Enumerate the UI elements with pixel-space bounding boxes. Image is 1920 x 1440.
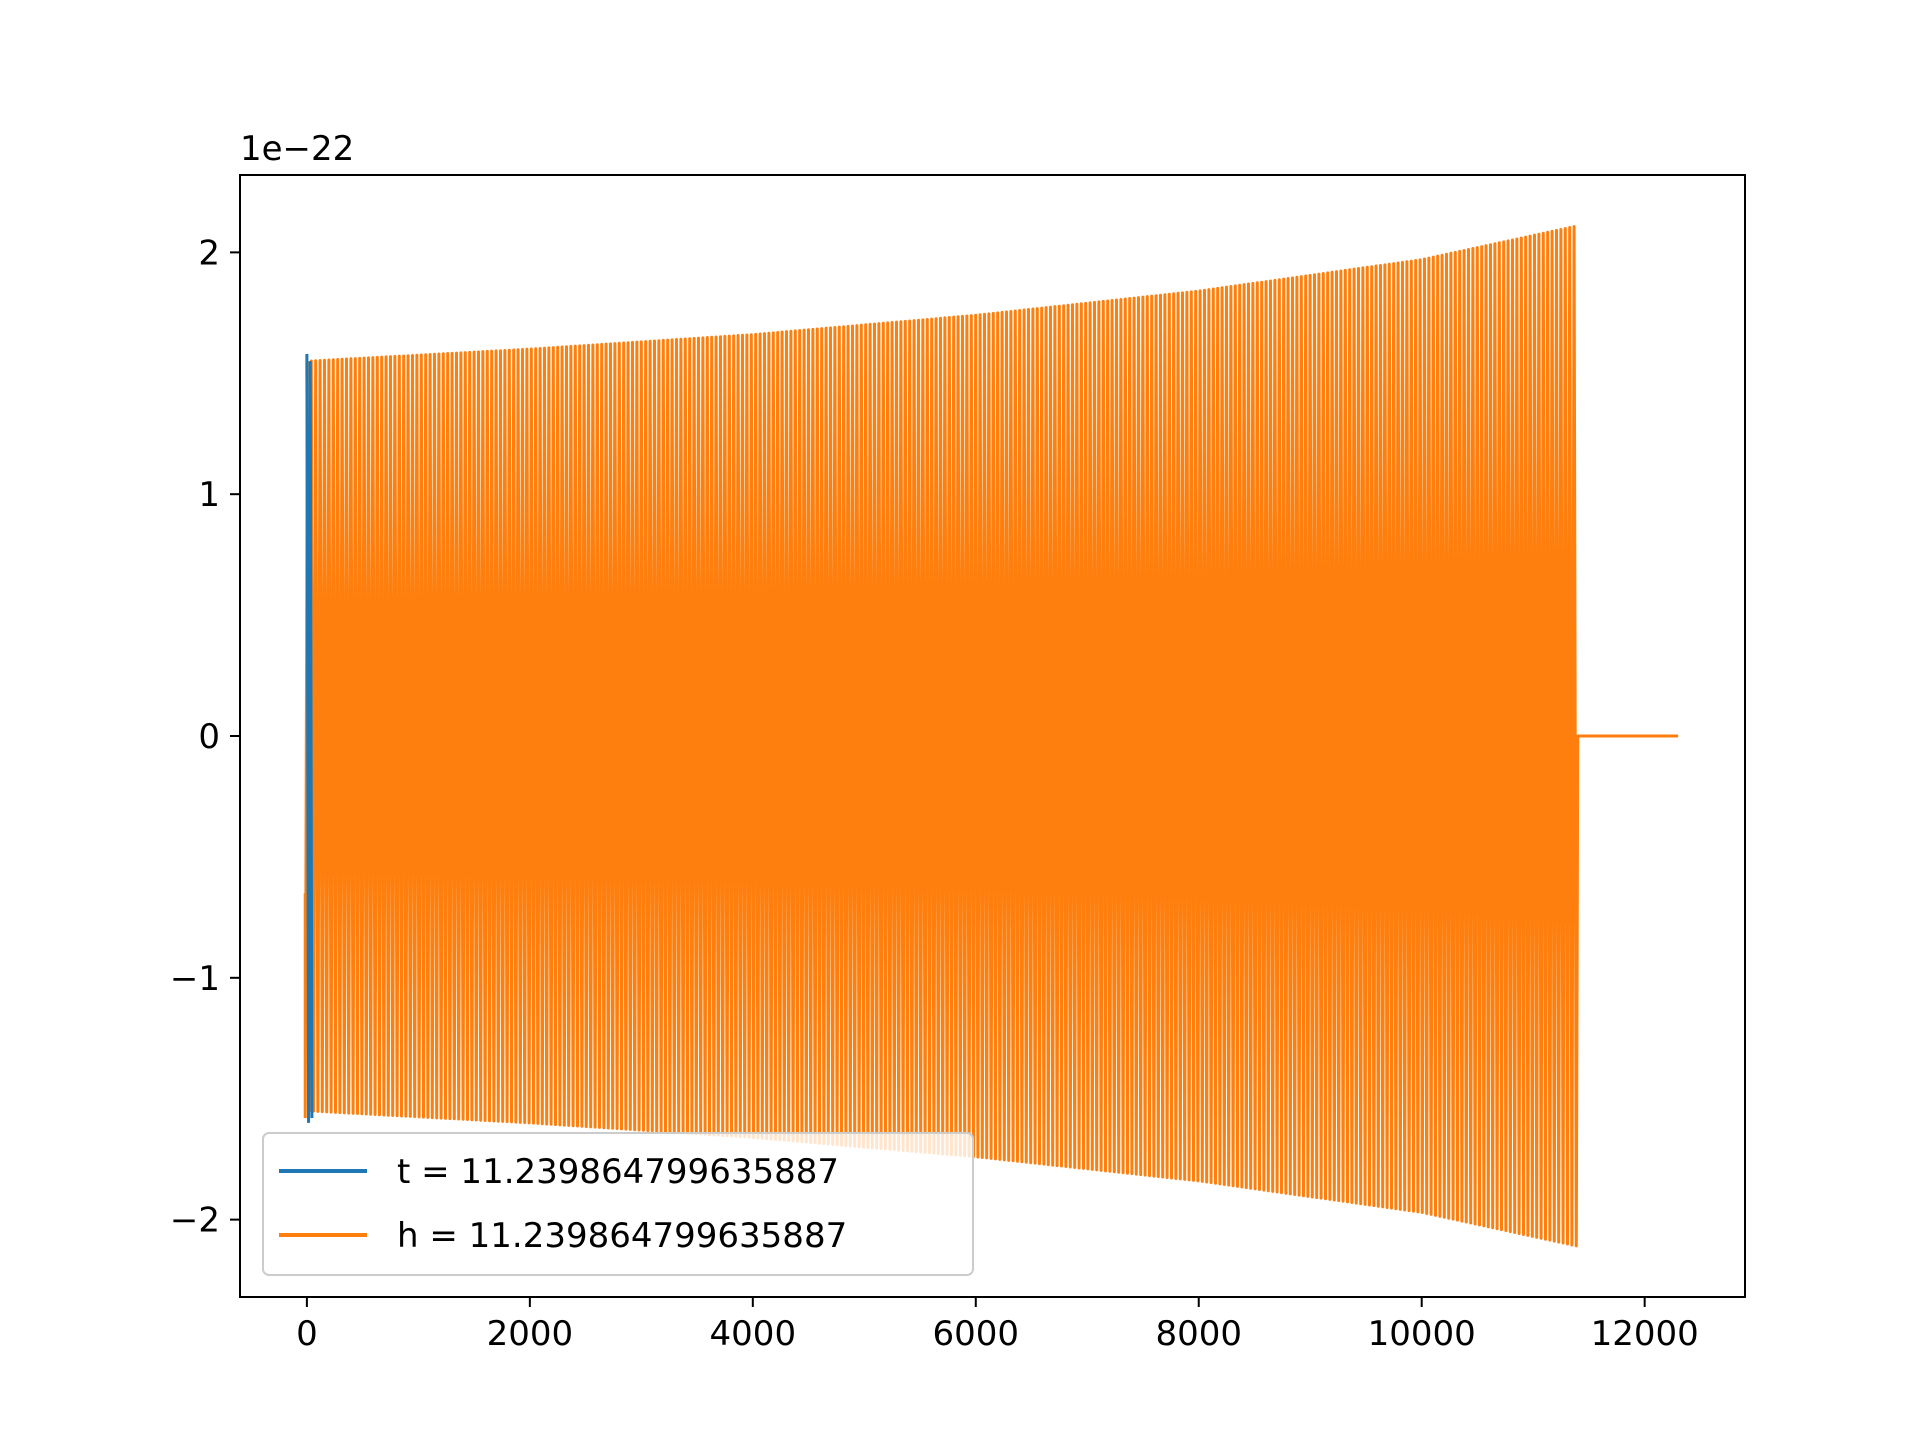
x-tick-label: 4000: [710, 1314, 797, 1354]
series-line-h: [305, 225, 1679, 1248]
y-tick-label: 1: [198, 475, 220, 515]
y-tick-label: −2: [170, 1201, 220, 1241]
y-tick-label: −1: [170, 959, 220, 999]
legend: t = 11.239864799635887 h = 11.23986479963…: [262, 1132, 974, 1276]
x-tick-label: 8000: [1155, 1314, 1242, 1354]
x-tick-label: 2000: [487, 1314, 574, 1354]
series-line-t: [305, 353, 314, 1123]
x-tick-label: 6000: [933, 1314, 1020, 1354]
x-tick-label: 0: [296, 1314, 318, 1354]
y-offset-text: 1e−22: [240, 129, 354, 169]
legend-box: [262, 1132, 974, 1276]
x-tick-label: 12000: [1591, 1314, 1699, 1354]
legend-label: h = 11.239864799635887: [397, 1216, 847, 1256]
x-tick-label: 10000: [1368, 1314, 1476, 1354]
axes: 0 2000 4000 6000 8000 10000 12000 −2 −1 0 1 2: [170, 233, 1699, 1354]
y-tick-label: 2: [198, 233, 220, 273]
legend-label: t = 11.239864799635887: [397, 1152, 839, 1192]
plot-area: [303, 225, 1679, 1248]
y-tick-label: 0: [198, 717, 220, 757]
